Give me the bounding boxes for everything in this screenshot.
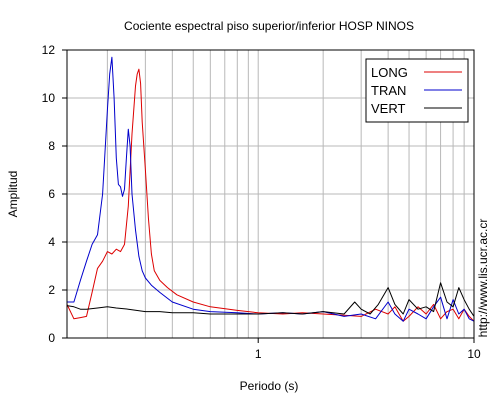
chart-title: Cociente espectral piso superior/inferio… xyxy=(124,19,414,33)
x-tick-label: 1 xyxy=(255,347,262,361)
legend-label-tran: TRAN xyxy=(371,83,406,98)
y-tick-label: 6 xyxy=(48,187,55,201)
y-tick-label: 8 xyxy=(48,139,55,153)
y-tick-label: 10 xyxy=(42,91,56,105)
series-line-vert xyxy=(66,282,475,317)
y-tick-label: 0 xyxy=(48,331,55,345)
y-tick-label: 4 xyxy=(48,235,55,249)
legend-label-vert: VERT xyxy=(371,101,405,116)
y-axis-title: Amplitud xyxy=(6,171,20,218)
series-line-tran xyxy=(67,56,475,322)
axis-ticks: 0 2 4 6 8 10 12 1 10 xyxy=(42,43,481,361)
x-tick-label: 10 xyxy=(467,347,481,361)
y-tick-label: 2 xyxy=(48,283,55,297)
plot-lines xyxy=(66,56,475,322)
series-line-long xyxy=(66,68,475,322)
legend: LONG TRAN VERT xyxy=(365,58,469,123)
x-axis-title: Periodo (s) xyxy=(240,379,299,393)
source-url: http://www.lis.ucr.ac.cr xyxy=(476,219,490,338)
legend-label-long: LONG xyxy=(371,65,408,80)
y-tick-label: 12 xyxy=(42,43,56,57)
